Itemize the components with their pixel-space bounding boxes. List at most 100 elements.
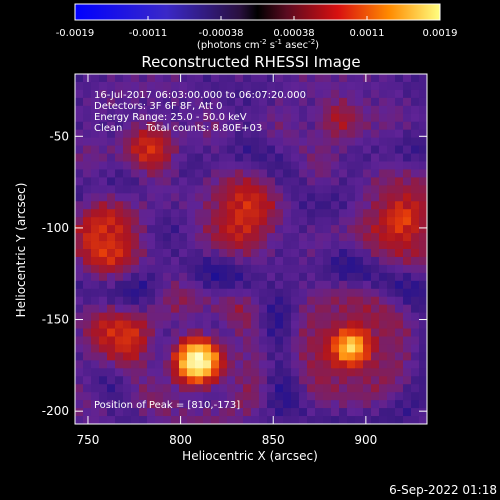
heatmap-cell xyxy=(171,121,180,131)
heatmap-cell xyxy=(147,97,156,107)
heatmap-cell xyxy=(139,241,148,250)
heatmap-cell xyxy=(419,368,427,377)
heatmap-cell xyxy=(115,113,124,123)
heatmap-cell xyxy=(267,288,276,298)
heatmap-cell xyxy=(243,209,252,218)
heatmap-cell xyxy=(107,233,116,242)
heatmap-cell xyxy=(323,344,332,353)
heatmap-cell xyxy=(227,312,236,322)
heatmap-cell xyxy=(387,161,396,171)
heatmap-cell xyxy=(131,145,140,155)
heatmap-cell xyxy=(259,328,268,338)
heatmap-cell xyxy=(331,392,340,401)
heatmap-cell xyxy=(163,280,172,290)
heatmap-cell xyxy=(99,320,108,330)
heatmap-cell xyxy=(403,344,412,353)
heatmap-cell xyxy=(307,272,316,282)
heatmap-cell xyxy=(259,416,268,424)
heatmap-cell xyxy=(315,288,324,298)
heatmap-cell xyxy=(355,169,364,178)
heatmap-cell xyxy=(163,368,172,377)
heatmap-cell xyxy=(163,344,172,353)
heatmap-cell xyxy=(115,376,124,385)
heatmap-cell xyxy=(307,256,316,266)
heatmap-cell xyxy=(395,384,404,393)
heatmap-cell xyxy=(211,241,220,250)
colorbar-tick-label: 0.0011 xyxy=(350,28,385,39)
heatmap-cell xyxy=(411,81,420,91)
heatmap-cell xyxy=(251,368,260,377)
heatmap-cell xyxy=(251,169,260,178)
heatmap-cell xyxy=(147,352,156,361)
heatmap-cell xyxy=(315,161,324,171)
heatmap-cell xyxy=(419,392,427,401)
heatmap-cell xyxy=(227,320,236,330)
heatmap-cell xyxy=(179,264,188,274)
heatmap-cell xyxy=(203,256,212,266)
heatmap-cell xyxy=(187,97,196,107)
heatmap-cell xyxy=(235,408,244,417)
heatmap-cell xyxy=(299,105,308,115)
heatmap-cell xyxy=(211,113,220,123)
heatmap-cell xyxy=(147,280,156,290)
heatmap-cell xyxy=(171,153,180,163)
heatmap-cell xyxy=(211,408,220,417)
heatmap-cell xyxy=(83,272,92,282)
heatmap-cell xyxy=(339,153,348,163)
heatmap-cell xyxy=(131,272,140,282)
heatmap-cell xyxy=(171,336,180,346)
heatmap-cell xyxy=(195,209,204,218)
heatmap-cell xyxy=(227,368,236,377)
heatmap-cell xyxy=(363,328,372,338)
heatmap-cell xyxy=(371,153,380,163)
heatmap-cell xyxy=(395,368,404,377)
heatmap-cell xyxy=(83,264,92,274)
heatmap-cell xyxy=(243,225,252,234)
heatmap-cell xyxy=(91,272,100,282)
heatmap-cell xyxy=(131,193,140,202)
heatmap-cell xyxy=(83,201,92,210)
heatmap-cell xyxy=(187,392,196,401)
heatmap-cell xyxy=(187,81,196,91)
heatmap-cell xyxy=(243,360,252,369)
heatmap-cell xyxy=(123,312,132,322)
heatmap-cell xyxy=(187,296,196,306)
heatmap-cell xyxy=(323,177,332,186)
heatmap-cell xyxy=(419,320,427,330)
colorbar-tick-label: -0.0019 xyxy=(56,28,95,39)
heatmap-cell xyxy=(355,209,364,218)
heatmap-cell xyxy=(139,137,148,147)
heatmap-cell xyxy=(371,161,380,171)
heatmap-cell xyxy=(131,400,140,409)
heatmap-cell xyxy=(307,384,316,393)
heatmap-cell xyxy=(163,408,172,417)
heatmap-cell xyxy=(139,74,148,83)
heatmap-cell xyxy=(291,81,300,91)
heatmap-cell xyxy=(99,304,108,314)
heatmap-cell xyxy=(227,304,236,314)
heatmap-cell xyxy=(227,344,236,353)
heatmap-cell xyxy=(331,201,340,210)
heatmap-cell xyxy=(315,177,324,186)
heatmap-cell xyxy=(163,185,172,194)
heatmap-cell xyxy=(251,233,260,242)
heatmap-cell xyxy=(379,304,388,314)
heatmap-cell xyxy=(379,400,388,409)
heatmap-cell xyxy=(371,129,380,139)
heatmap-cell xyxy=(275,416,284,424)
heatmap-cell xyxy=(403,225,412,234)
heatmap-cell xyxy=(243,233,252,242)
heatmap-cell xyxy=(259,105,268,115)
heatmap-cell xyxy=(315,225,324,234)
heatmap-cell xyxy=(331,137,340,147)
heatmap-cell xyxy=(243,153,252,163)
heatmap-cell xyxy=(211,129,220,139)
heatmap-cell xyxy=(323,280,332,290)
heatmap-cell xyxy=(99,121,108,131)
heatmap-cell xyxy=(131,153,140,163)
heatmap-cell xyxy=(283,320,292,330)
heatmap-cell xyxy=(219,408,228,417)
heatmap-cell xyxy=(315,280,324,290)
heatmap-cell xyxy=(363,320,372,330)
heatmap-cell xyxy=(411,336,420,346)
